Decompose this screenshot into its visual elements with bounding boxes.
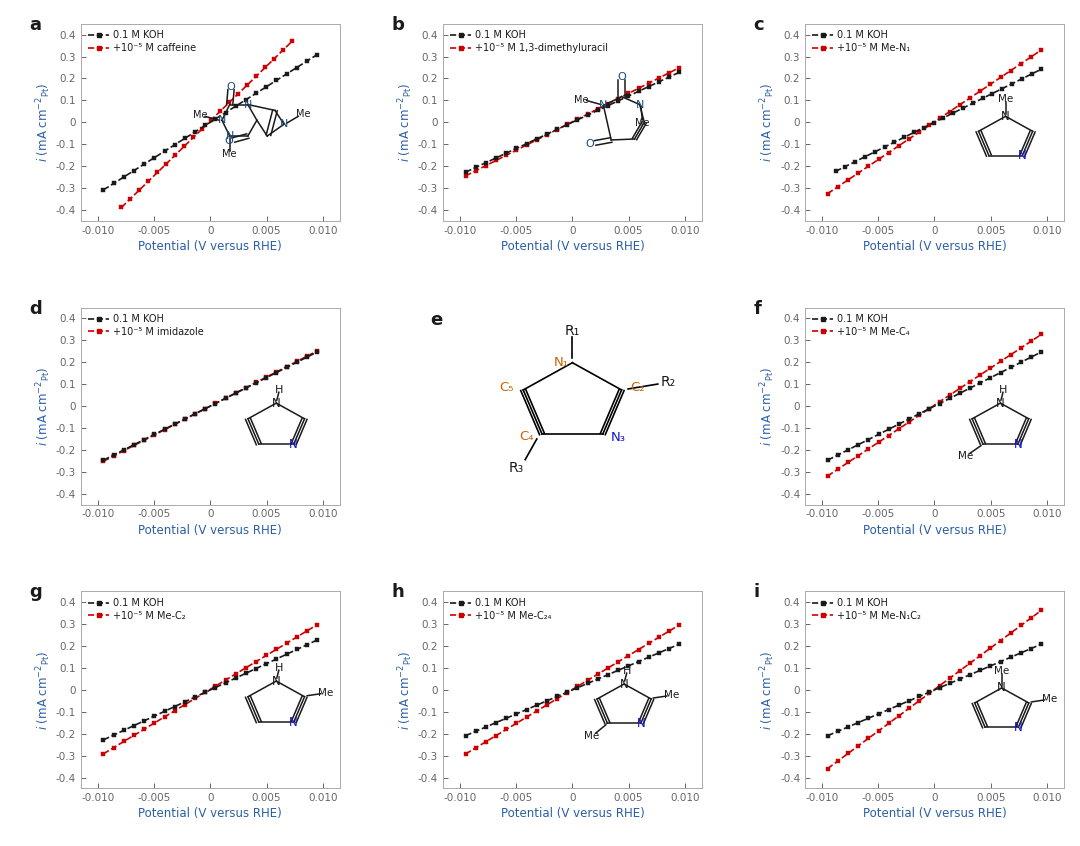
Text: C₄: C₄ [519,431,535,443]
Text: N: N [1013,437,1023,451]
Legend: 0.1 M KOH, +10⁻⁵ M caffeine: 0.1 M KOH, +10⁻⁵ M caffeine [85,28,199,56]
Text: Me: Me [192,110,207,120]
Text: R₂: R₂ [661,375,676,389]
Y-axis label: $i$ (mA cm$^{-2}$$_\mathregular{Pt}$): $i$ (mA cm$^{-2}$$_\mathregular{Pt}$) [35,650,53,730]
Text: N: N [272,397,281,409]
X-axis label: Potential (V versus RHE): Potential (V versus RHE) [138,524,282,536]
Legend: 0.1 M KOH, +10⁻⁵ M Me-C₄: 0.1 M KOH, +10⁻⁵ M Me-C₄ [809,311,913,340]
Text: N: N [1018,149,1027,162]
Text: g: g [29,584,42,602]
Y-axis label: $i$ (mA cm$^{-2}$$_\mathregular{Pt}$): $i$ (mA cm$^{-2}$$_\mathregular{Pt}$) [396,82,415,162]
Text: N: N [1001,110,1010,123]
Y-axis label: $i$ (mA cm$^{-2}$$_\mathregular{Pt}$): $i$ (mA cm$^{-2}$$_\mathregular{Pt}$) [396,650,415,730]
Y-axis label: $i$ (mA cm$^{-2}$$_\mathregular{Pt}$): $i$ (mA cm$^{-2}$$_\mathregular{Pt}$) [758,82,778,162]
Y-axis label: $i$ (mA cm$^{-2}$$_\mathregular{Pt}$): $i$ (mA cm$^{-2}$$_\mathregular{Pt}$) [35,82,53,162]
Text: O: O [585,139,594,149]
Legend: 0.1 M KOH, +10⁻⁵ M 1,3-dimethyluracil: 0.1 M KOH, +10⁻⁵ M 1,3-dimethyluracil [447,28,611,56]
Text: N: N [636,717,645,730]
Text: Me: Me [319,688,334,698]
Text: Me: Me [584,731,599,740]
Text: N: N [620,678,629,690]
Text: N₃: N₃ [611,431,625,444]
Text: b: b [391,16,404,34]
X-axis label: Potential (V versus RHE): Potential (V versus RHE) [863,239,1007,253]
Text: h: h [391,584,404,602]
Legend: 0.1 M KOH, +10⁻⁵ M imidazole: 0.1 M KOH, +10⁻⁵ M imidazole [85,311,206,340]
Text: R₁: R₁ [565,324,580,338]
Text: a: a [29,16,41,34]
Text: e: e [430,311,443,329]
Text: N: N [289,437,298,451]
Text: Me: Me [958,451,973,461]
Legend: 0.1 M KOH, +10⁻⁵ M Me-N₁: 0.1 M KOH, +10⁻⁵ M Me-N₁ [809,28,914,56]
Text: H: H [274,663,283,673]
Text: O: O [224,136,233,146]
Text: O: O [227,82,235,91]
X-axis label: Potential (V versus RHE): Potential (V versus RHE) [500,807,645,821]
Text: N: N [226,131,234,141]
Text: Me: Me [998,94,1013,103]
Text: N: N [599,101,608,111]
Text: H: H [274,385,283,395]
X-axis label: Potential (V versus RHE): Potential (V versus RHE) [863,524,1007,536]
Legend: 0.1 M KOH, +10⁻⁵ M Me-N₁C₂: 0.1 M KOH, +10⁻⁵ M Me-N₁C₂ [809,596,924,624]
Text: N: N [997,681,1007,695]
Text: Me: Me [222,149,237,159]
Text: Me: Me [635,118,649,128]
Text: Me: Me [664,690,679,700]
Y-axis label: $i$ (mA cm$^{-2}$$_\mathregular{Pt}$): $i$ (mA cm$^{-2}$$_\mathregular{Pt}$) [758,650,778,730]
Text: N: N [289,716,298,728]
Text: N₁: N₁ [553,356,568,369]
Text: Me: Me [1042,695,1057,705]
Text: R₃: R₃ [509,460,524,475]
Text: f: f [754,299,761,317]
Text: N: N [635,100,644,109]
X-axis label: Potential (V versus RHE): Potential (V versus RHE) [138,239,282,253]
Text: H: H [622,666,631,676]
Text: H: H [999,385,1008,395]
Text: N: N [1014,721,1023,733]
Text: N: N [218,115,226,125]
Text: Me: Me [994,666,1010,676]
Text: O: O [617,73,626,83]
X-axis label: Potential (V versus RHE): Potential (V versus RHE) [138,807,282,821]
Text: c: c [754,16,764,34]
X-axis label: Potential (V versus RHE): Potential (V versus RHE) [863,807,1007,821]
Text: N: N [272,674,281,688]
Text: N: N [996,397,1004,409]
Y-axis label: $i$ (mA cm$^{-2}$$_\mathregular{Pt}$): $i$ (mA cm$^{-2}$$_\mathregular{Pt}$) [35,366,53,446]
Text: N: N [244,100,252,109]
Text: C₅: C₅ [499,382,514,394]
Text: i: i [754,584,759,602]
X-axis label: Potential (V versus RHE): Potential (V versus RHE) [500,239,645,253]
Text: C₂: C₂ [630,382,645,394]
Legend: 0.1 M KOH, +10⁻⁵ M Me-C₂₄: 0.1 M KOH, +10⁻⁵ M Me-C₂₄ [447,596,555,624]
Text: Me: Me [296,109,311,119]
Legend: 0.1 M KOH, +10⁻⁵ M Me-C₂: 0.1 M KOH, +10⁻⁵ M Me-C₂ [85,596,189,624]
Text: d: d [29,299,42,317]
Y-axis label: $i$ (mA cm$^{-2}$$_\mathregular{Pt}$): $i$ (mA cm$^{-2}$$_\mathregular{Pt}$) [758,366,778,446]
Text: N: N [280,119,288,129]
Text: Me: Me [575,95,589,105]
